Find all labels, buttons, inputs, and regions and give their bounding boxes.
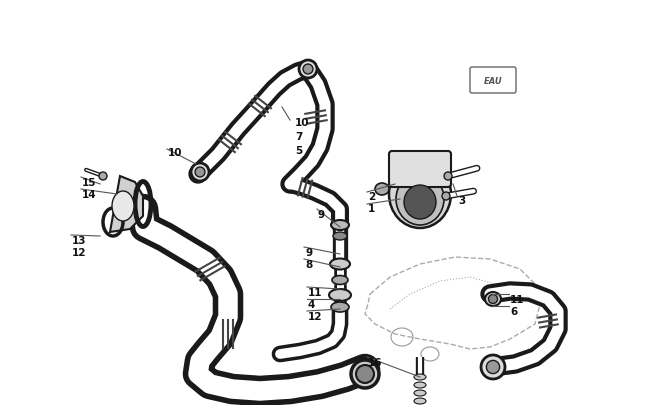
Text: 13: 13 (72, 235, 86, 245)
Circle shape (486, 360, 500, 374)
Ellipse shape (351, 360, 379, 388)
Text: 3: 3 (458, 196, 465, 205)
Circle shape (481, 355, 505, 379)
Ellipse shape (375, 183, 389, 196)
Text: 16: 16 (368, 357, 382, 367)
Ellipse shape (404, 185, 436, 220)
Text: 11: 11 (510, 294, 525, 304)
Text: 5: 5 (295, 146, 302, 156)
Text: 9: 9 (318, 209, 325, 220)
Ellipse shape (329, 289, 351, 301)
Ellipse shape (414, 390, 426, 396)
Ellipse shape (414, 374, 426, 380)
Ellipse shape (485, 292, 501, 306)
Text: 6: 6 (510, 306, 517, 316)
Circle shape (299, 61, 317, 79)
Circle shape (191, 164, 209, 181)
Ellipse shape (333, 232, 347, 241)
Ellipse shape (332, 276, 348, 285)
Ellipse shape (356, 365, 374, 383)
Ellipse shape (331, 220, 349, 230)
Ellipse shape (389, 161, 451, 228)
Ellipse shape (414, 382, 426, 388)
Circle shape (195, 168, 205, 177)
FancyBboxPatch shape (389, 151, 451, 188)
Text: 10: 10 (168, 148, 183, 158)
Text: 10: 10 (295, 118, 309, 128)
Ellipse shape (414, 398, 426, 404)
Text: 15: 15 (82, 177, 96, 188)
Text: 2: 2 (368, 192, 375, 202)
Ellipse shape (442, 192, 450, 200)
Ellipse shape (99, 173, 107, 181)
Text: 9: 9 (305, 247, 312, 257)
Ellipse shape (396, 174, 444, 226)
Polygon shape (110, 177, 143, 232)
Circle shape (303, 65, 313, 75)
Ellipse shape (444, 173, 452, 181)
Text: 14: 14 (82, 190, 97, 200)
Ellipse shape (330, 259, 350, 270)
Ellipse shape (331, 302, 349, 312)
Text: 12: 12 (72, 247, 86, 257)
Text: 12: 12 (308, 311, 322, 321)
Ellipse shape (112, 192, 134, 222)
Text: 4: 4 (308, 299, 315, 309)
Text: 1: 1 (368, 203, 375, 213)
Text: EAU: EAU (484, 77, 502, 86)
Text: 11: 11 (308, 287, 322, 297)
Ellipse shape (489, 295, 497, 304)
Text: 7: 7 (295, 132, 302, 142)
Text: 8: 8 (305, 259, 312, 269)
